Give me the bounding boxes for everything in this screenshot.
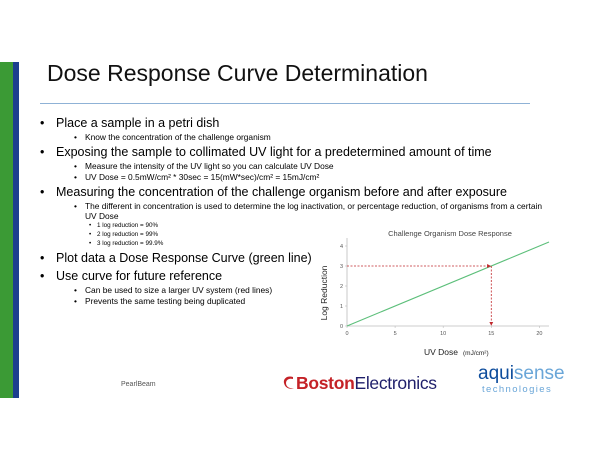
chart-series-line-0 (346, 241, 550, 327)
chart-x-tick-label-20: 20 (536, 331, 542, 337)
sub-bullet-size-larger-system: Can be used to size a larger UV system (… (40, 285, 560, 295)
chart-x-axis-label: UV Dose (424, 347, 458, 357)
chart-x-tick-label-10: 10 (440, 331, 446, 337)
chart-y-tick-label-2: 2 (340, 284, 343, 290)
dose-response-chart-svg: Challenge Organism Dose Response 0 5 10 15 2… (319, 229, 550, 357)
left-accent-bar-blue (13, 62, 19, 398)
bullet-place-sample: Place a sample in a petri dish (40, 116, 560, 131)
left-accent-bar-green (0, 62, 13, 398)
sub-bullet-concentration: Know the concentration of the challenge … (40, 132, 560, 142)
dose-response-chart: Challenge Organism Dose Response 0 5 10 15 2… (318, 222, 558, 362)
title-divider (40, 103, 530, 104)
chart-x-tick-label-0: 0 (345, 331, 348, 337)
aquisense-logo-aqui: aqui (478, 363, 514, 384)
slide-title: Dose Response Curve Determination (47, 60, 428, 86)
bullet-plot-data: Plot data a Dose Response Curve (green l… (40, 251, 560, 266)
aquisense-logo-sense: sense (513, 363, 565, 384)
chart-x-axis-unit: (mJ/cm²) (463, 350, 489, 357)
bullet-exposing-sample: Exposing the sample to collimated UV lig… (40, 145, 560, 160)
chart-x-tick-label-15: 15 (488, 331, 494, 337)
bullet-measuring-concentration: Measuring the concentration of the chall… (40, 185, 560, 200)
chart-axes (346, 238, 549, 327)
boston-electronics-logo: Boston Electronics (282, 370, 437, 396)
chart-y-tick-label-0: 0 (340, 324, 343, 330)
chart-y-tick-label-4: 4 (340, 244, 343, 250)
chart-y-axis-label: Log Reduction (319, 265, 329, 320)
footer-pearlbeam-text: PearlBeam (121, 381, 156, 388)
boston-logo-rest: Electronics (354, 372, 437, 393)
chart-title: Challenge Organism Dose Response (388, 229, 512, 238)
chart-y-tick-label-3: 3 (340, 264, 343, 270)
sub-bullet-uv-dose-formula: UV Dose = 0.5mW/cm² * 30sec = 15(mW*sec)… (40, 172, 560, 182)
sub-sub-bullet-1-log: 1 log reduction = 90% (40, 221, 560, 230)
boston-swirl-icon (283, 376, 294, 389)
chart-ticks: 0 5 10 15 20 0 1 2 3 4 (340, 244, 543, 337)
aquisense-logo-technologies: technologies (482, 384, 553, 395)
bullet-use-curve: Use curve for future reference (40, 269, 560, 284)
boston-logo-bold: Boston (296, 372, 355, 393)
aquisense-logo: aquisense technologies (478, 364, 583, 400)
sub-sub-bullet-2-log: 2 log reduction = 99% (40, 230, 560, 239)
sub-sub-bullet-3-log: 3 log reduction = 99.9% (40, 239, 560, 248)
chart-marks (346, 241, 550, 327)
chart-x-tick-label-5: 5 (394, 331, 397, 337)
chart-y-tick-label-1: 1 (340, 304, 343, 310)
sub-bullet-measure-intensity: Measure the intensity of the UV light so… (40, 161, 560, 171)
sub-bullet-log-inactivation: The different in concentration is used t… (40, 201, 545, 221)
bullet-list: Place a sample in a petri dish Know the … (40, 114, 560, 306)
sub-bullet-prevents-duplication: Prevents the same testing being duplicat… (40, 296, 560, 306)
